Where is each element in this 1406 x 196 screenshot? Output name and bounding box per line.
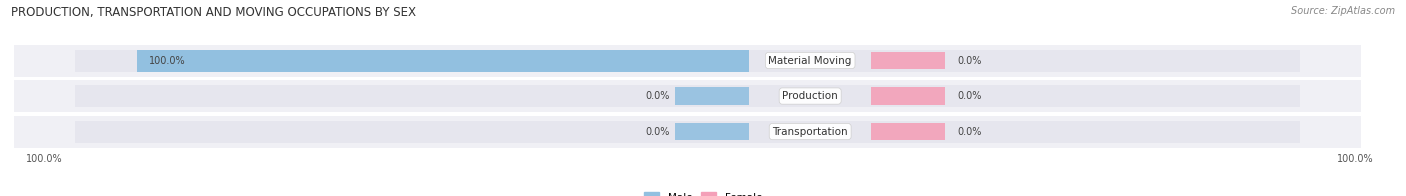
Text: 0.0%: 0.0% bbox=[957, 55, 981, 65]
Bar bbox=[136, 50, 749, 72]
Bar bbox=[76, 121, 1301, 142]
Text: 100.0%: 100.0% bbox=[1337, 154, 1374, 164]
Bar bbox=[76, 85, 1301, 107]
Text: 0.0%: 0.0% bbox=[957, 127, 981, 137]
Text: Production: Production bbox=[782, 91, 838, 101]
Bar bbox=[872, 123, 945, 140]
Bar bbox=[675, 52, 749, 69]
Bar bbox=[14, 80, 1361, 112]
Bar bbox=[14, 116, 1361, 148]
Bar bbox=[872, 52, 945, 69]
Text: 0.0%: 0.0% bbox=[957, 91, 981, 101]
Bar bbox=[675, 87, 749, 105]
Bar bbox=[675, 123, 749, 140]
Text: 100.0%: 100.0% bbox=[149, 55, 186, 65]
Legend: Male, Female: Male, Female bbox=[640, 188, 766, 196]
Text: 0.0%: 0.0% bbox=[645, 127, 669, 137]
Text: Transportation: Transportation bbox=[772, 127, 848, 137]
Text: 100.0%: 100.0% bbox=[27, 154, 63, 164]
Text: Material Moving: Material Moving bbox=[769, 55, 852, 65]
Text: Source: ZipAtlas.com: Source: ZipAtlas.com bbox=[1291, 6, 1395, 16]
Bar bbox=[872, 87, 945, 105]
Text: PRODUCTION, TRANSPORTATION AND MOVING OCCUPATIONS BY SEX: PRODUCTION, TRANSPORTATION AND MOVING OC… bbox=[11, 6, 416, 19]
Bar bbox=[76, 50, 1301, 72]
Bar bbox=[14, 44, 1361, 76]
Text: 0.0%: 0.0% bbox=[645, 91, 669, 101]
